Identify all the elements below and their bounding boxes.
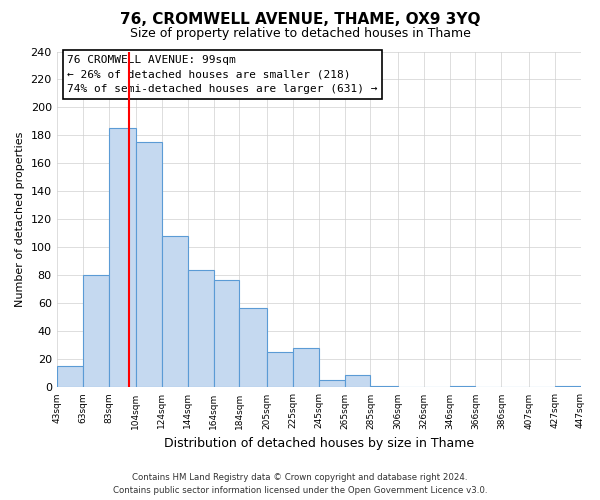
Bar bbox=[56, 366, 83, 388]
Bar bbox=[136, 142, 161, 388]
Bar bbox=[449, 386, 475, 388]
Bar bbox=[267, 352, 293, 388]
Bar bbox=[319, 380, 344, 388]
Text: Contains HM Land Registry data © Crown copyright and database right 2024.
Contai: Contains HM Land Registry data © Crown c… bbox=[113, 474, 487, 495]
Bar bbox=[161, 236, 188, 388]
Bar bbox=[188, 270, 214, 388]
Bar bbox=[109, 128, 136, 388]
Bar bbox=[554, 386, 581, 388]
Bar bbox=[370, 386, 398, 388]
Bar bbox=[293, 348, 319, 388]
Text: 76 CROMWELL AVENUE: 99sqm
← 26% of detached houses are smaller (218)
74% of semi: 76 CROMWELL AVENUE: 99sqm ← 26% of detac… bbox=[67, 55, 377, 94]
Text: 76, CROMWELL AVENUE, THAME, OX9 3YQ: 76, CROMWELL AVENUE, THAME, OX9 3YQ bbox=[120, 12, 480, 28]
Text: Size of property relative to detached houses in Thame: Size of property relative to detached ho… bbox=[130, 28, 470, 40]
Bar bbox=[344, 375, 370, 388]
Bar bbox=[239, 308, 267, 388]
X-axis label: Distribution of detached houses by size in Thame: Distribution of detached houses by size … bbox=[164, 437, 473, 450]
Bar bbox=[83, 276, 109, 388]
Bar bbox=[214, 280, 239, 388]
Y-axis label: Number of detached properties: Number of detached properties bbox=[15, 132, 25, 307]
